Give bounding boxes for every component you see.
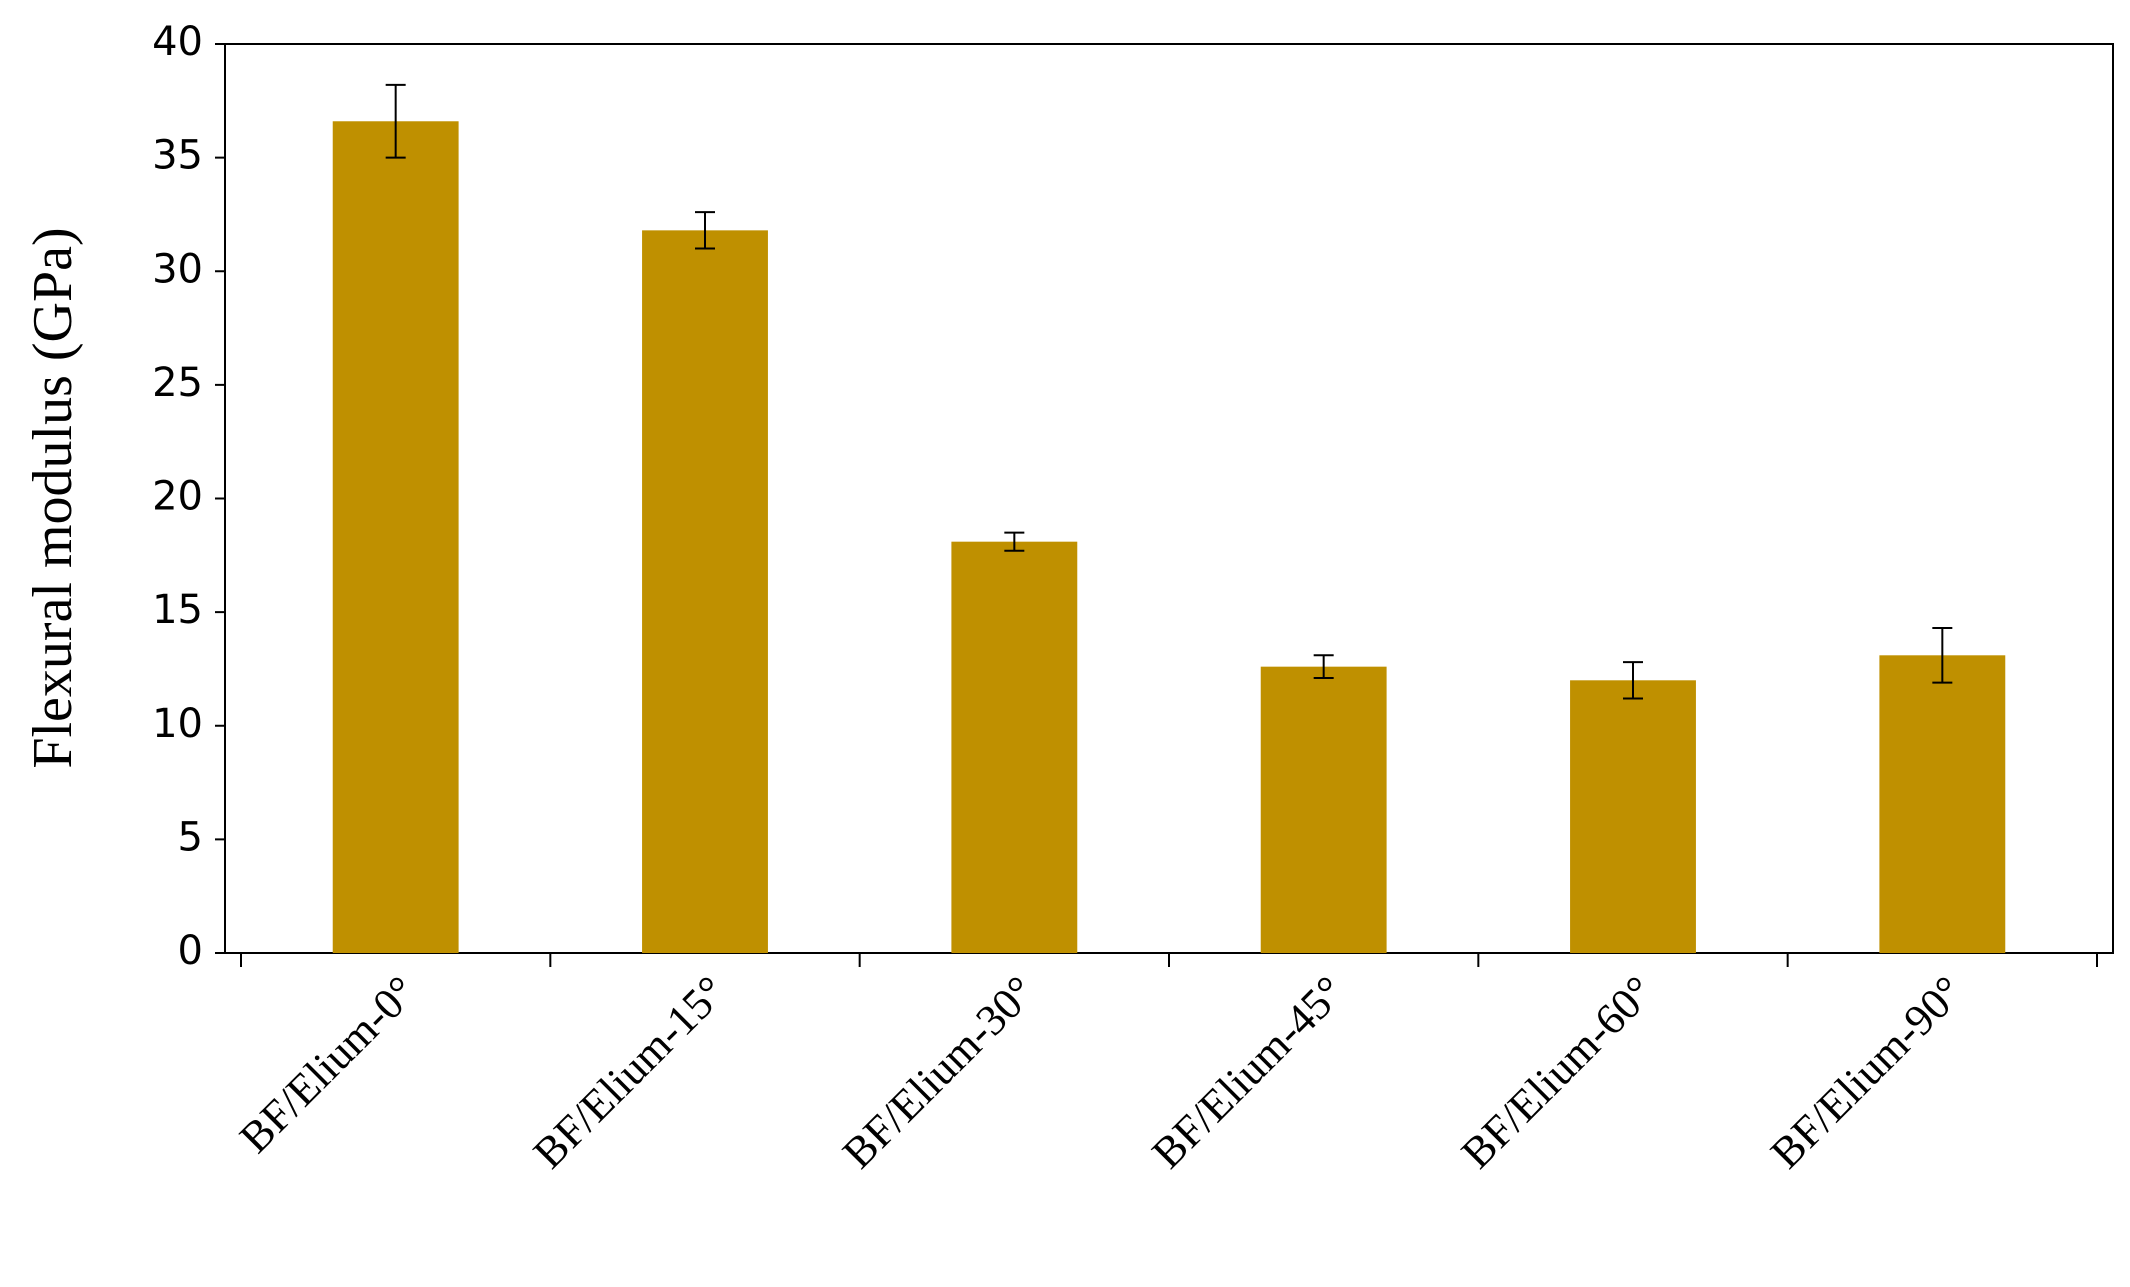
y-tick-label: 15 [152, 587, 203, 633]
y-tick-label: 0 [178, 928, 203, 974]
error-bar [695, 211, 715, 250]
bar [1879, 655, 2006, 953]
bar [332, 121, 459, 953]
x-tick-label: BF/Elium-0° [230, 967, 426, 1163]
bar [1570, 680, 1696, 953]
y-tick-label: 20 [152, 474, 203, 520]
x-tick-label: BF/Elium-15° [524, 967, 735, 1178]
x-tick-label: BF/Elium-45° [1143, 967, 1354, 1178]
bar [1260, 666, 1387, 953]
x-tick-label: BF/Elium-30° [833, 967, 1044, 1178]
error-bar [1313, 654, 1334, 680]
error-bar [1623, 661, 1643, 700]
y-tick-label: 30 [152, 246, 203, 292]
x-tick-label: BF/Elium-60° [1452, 967, 1663, 1178]
y-tick-label: 40 [152, 19, 203, 65]
x-tick-label: BF/Elium-90° [1761, 967, 1972, 1178]
bar [642, 230, 768, 954]
error-bar [1932, 627, 1953, 684]
y-axis-label: Flexural modulus (GPa) [22, 227, 84, 768]
y-tick-label: 25 [152, 360, 203, 406]
bar [951, 541, 1078, 953]
y-tick-label: 35 [152, 133, 203, 179]
error-bar [385, 83, 406, 159]
y-tick-label: 5 [178, 814, 203, 860]
plot-frame [224, 43, 2114, 954]
y-tick-label: 10 [152, 701, 203, 747]
error-bar [1004, 531, 1025, 552]
